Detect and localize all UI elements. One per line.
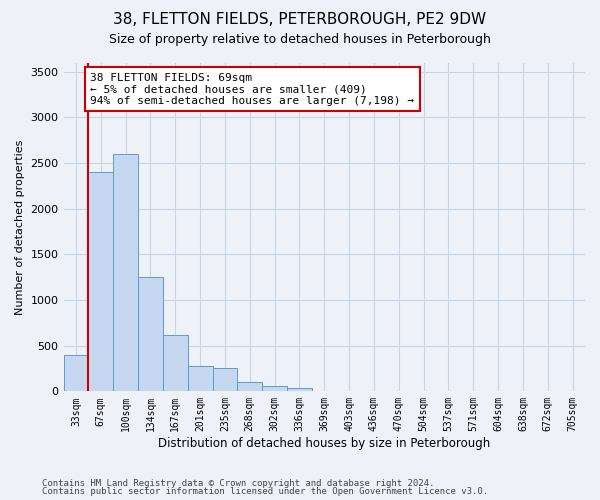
Bar bbox=[88, 172, 113, 392]
Bar bbox=[138, 277, 163, 392]
Bar bbox=[188, 366, 212, 392]
Bar bbox=[64, 355, 88, 392]
Text: 38 FLETTON FIELDS: 69sqm
← 5% of detached houses are smaller (409)
94% of semi-d: 38 FLETTON FIELDS: 69sqm ← 5% of detache… bbox=[91, 72, 415, 106]
Y-axis label: Number of detached properties: Number of detached properties bbox=[15, 139, 25, 314]
Bar bbox=[113, 154, 138, 392]
Text: Size of property relative to detached houses in Peterborough: Size of property relative to detached ho… bbox=[109, 32, 491, 46]
X-axis label: Distribution of detached houses by size in Peterborough: Distribution of detached houses by size … bbox=[158, 437, 490, 450]
Bar bbox=[287, 388, 312, 392]
Bar bbox=[238, 382, 262, 392]
Bar bbox=[163, 334, 188, 392]
Text: 38, FLETTON FIELDS, PETERBOROUGH, PE2 9DW: 38, FLETTON FIELDS, PETERBOROUGH, PE2 9D… bbox=[113, 12, 487, 28]
Bar bbox=[212, 368, 238, 392]
Bar bbox=[262, 386, 287, 392]
Text: Contains public sector information licensed under the Open Government Licence v3: Contains public sector information licen… bbox=[42, 487, 488, 496]
Text: Contains HM Land Registry data © Crown copyright and database right 2024.: Contains HM Land Registry data © Crown c… bbox=[42, 479, 434, 488]
